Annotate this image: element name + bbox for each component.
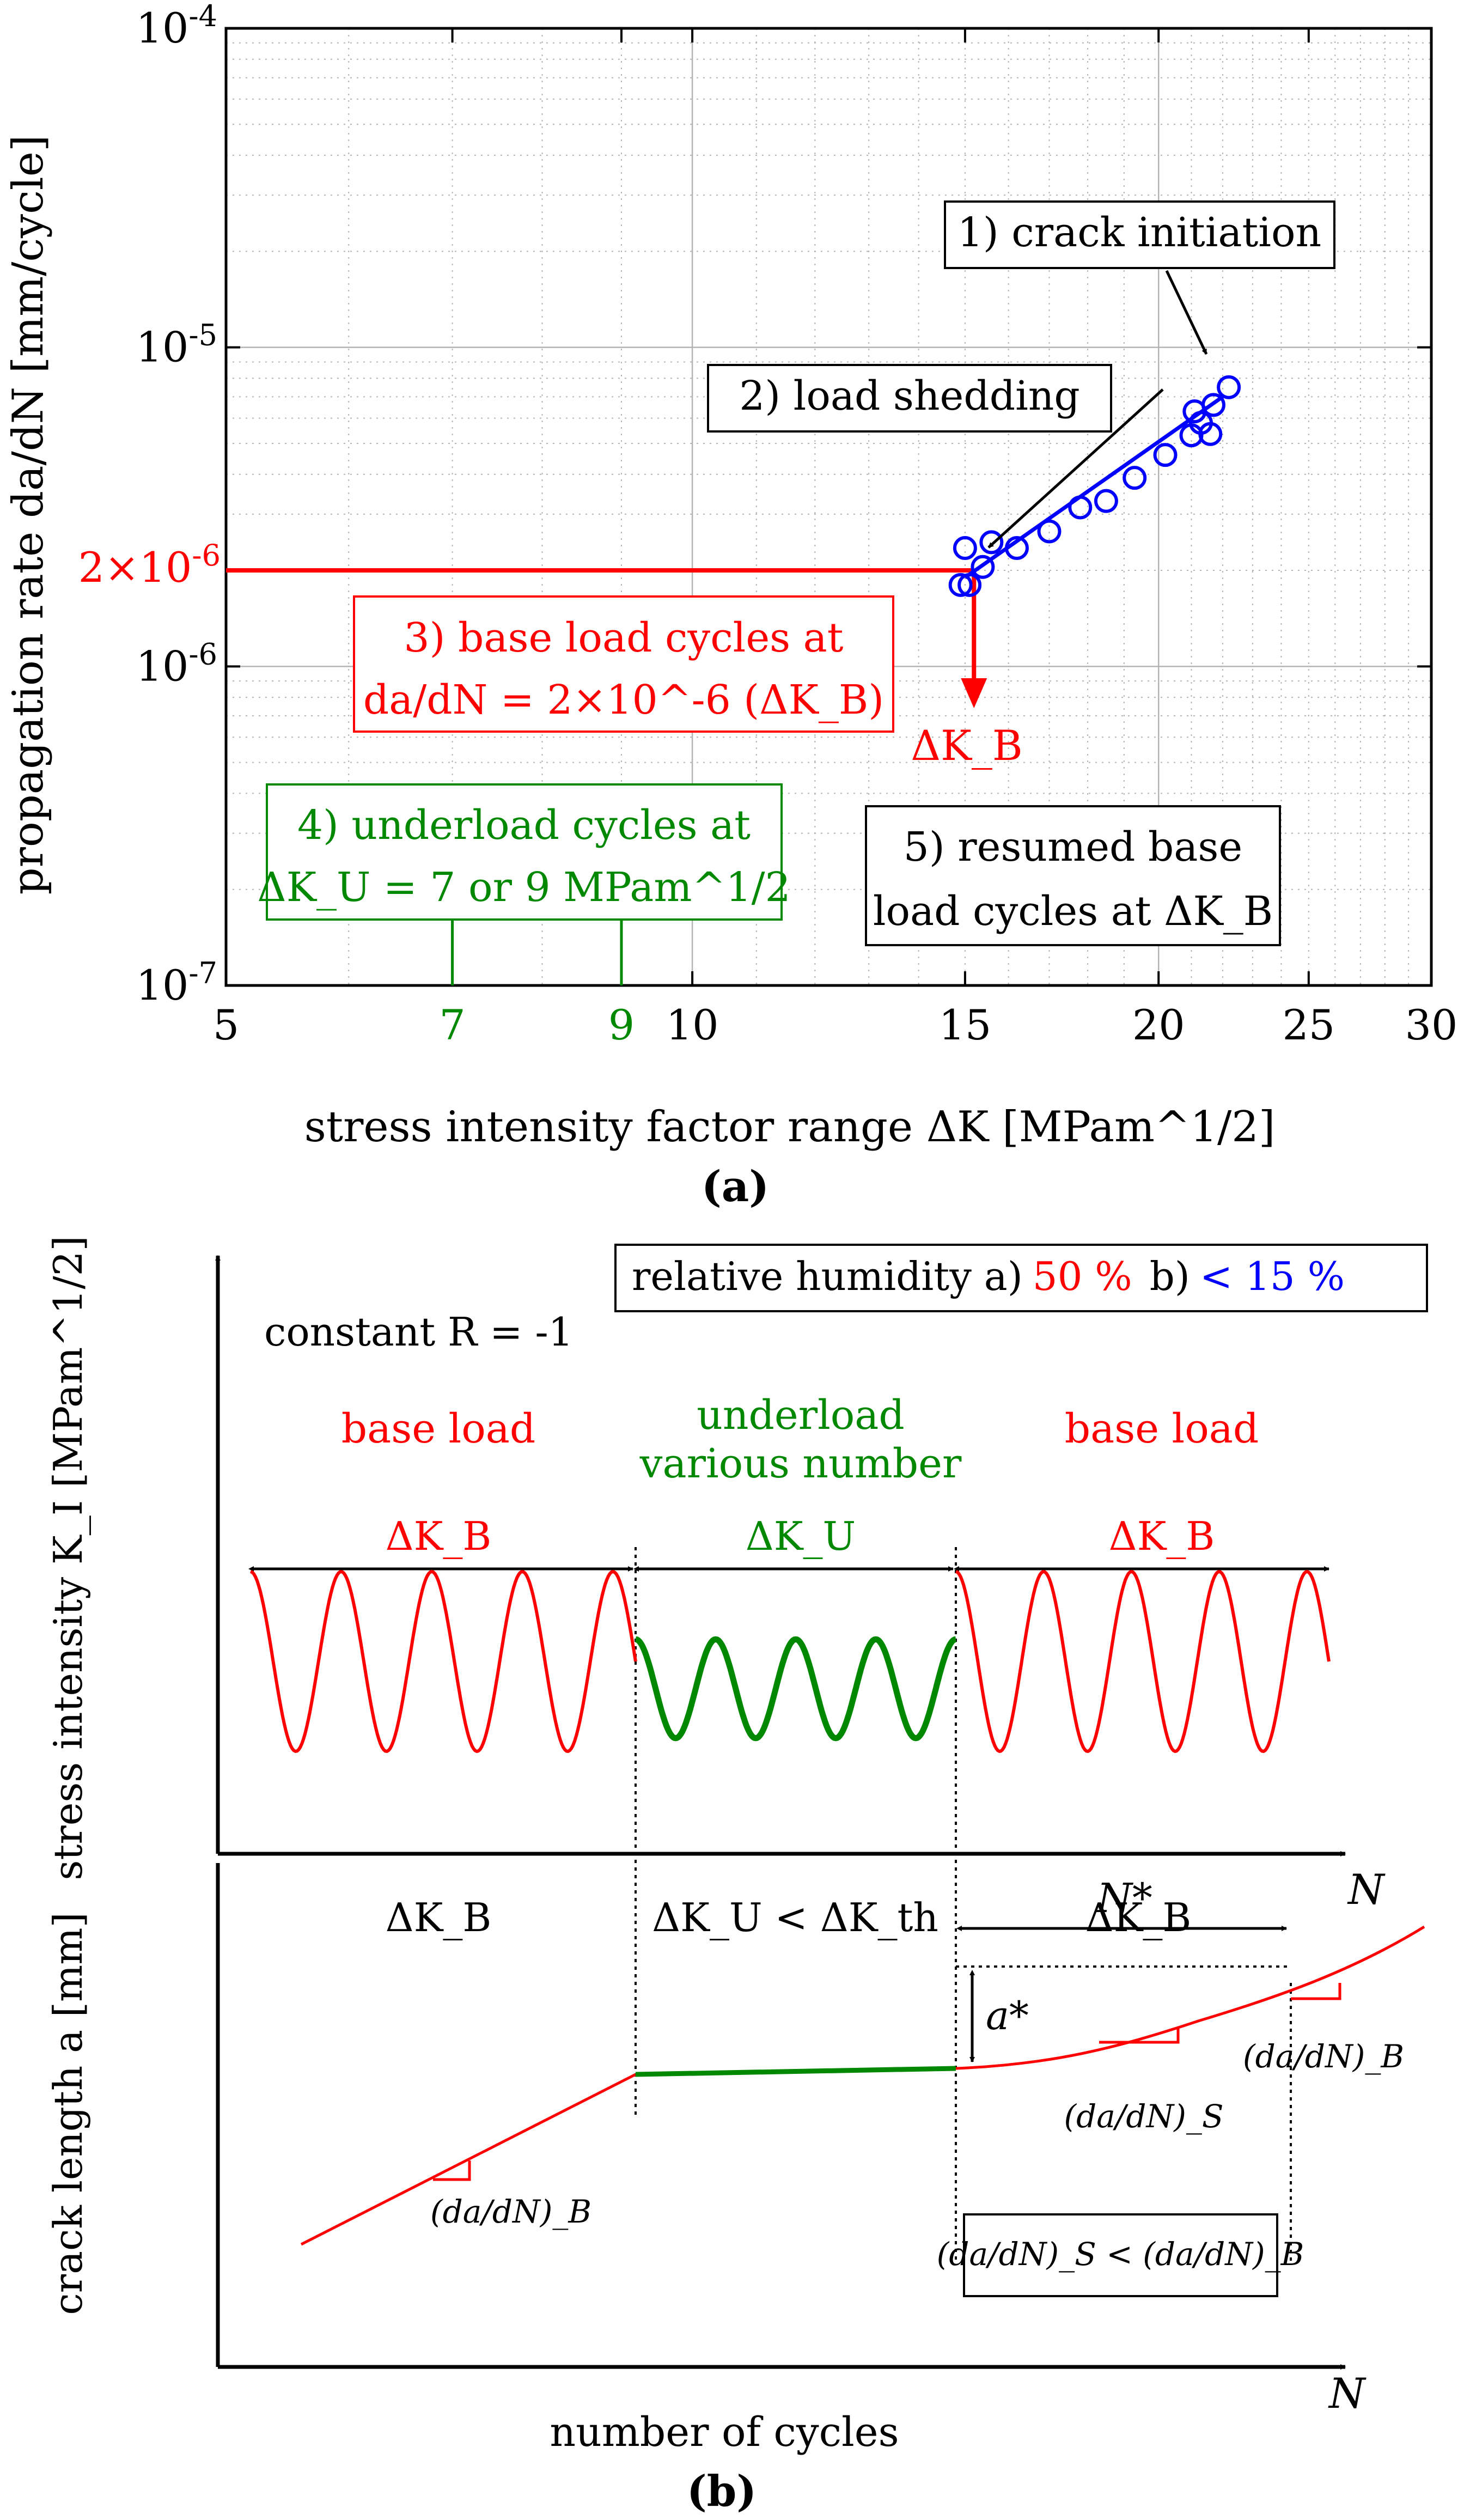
legend-box: [614, 1244, 1428, 1312]
inequality-box: [963, 2213, 1278, 2297]
y-marker-label: 2×10-6: [78, 538, 221, 592]
annotation-2-box: [707, 364, 1112, 433]
data-point: [971, 555, 995, 579]
annotation-3-line2: da/dN = 2×10^-6 (ΔK_B): [363, 677, 884, 723]
slope-label-s-mid: (da/dN)_S: [1064, 2098, 1223, 2135]
y-tick-label: 10-7: [136, 956, 217, 1009]
a-star-label: a*: [986, 1993, 1029, 2038]
annotation-1-box: [944, 200, 1335, 269]
annotation-5-line1: 5) resumed base: [904, 824, 1242, 871]
base-load-title-2: base load: [1065, 1405, 1259, 1452]
annotation-1-text: 1) crack initiation: [957, 209, 1321, 256]
underload-wave: [635, 1636, 956, 1742]
x-tick-label: 30: [1405, 1001, 1458, 1049]
data-point: [1153, 443, 1178, 467]
x-tick-label: 7: [439, 1001, 465, 1049]
legend-b-value: < 15 %: [1200, 1253, 1345, 1299]
x-tick-label: 9: [608, 1001, 635, 1049]
underload-title-1: underload: [697, 1392, 905, 1439]
slope-label-b-right: (da/dN)_B: [1243, 2038, 1404, 2075]
dk-b-section-2: ΔK_B: [1109, 1513, 1215, 1559]
y-tick-labels: 10-7 10-6 10-5 10-4: [136, 0, 217, 1009]
n-axis-label-upper: N: [1347, 1865, 1386, 1914]
data-point: [1037, 519, 1062, 544]
annotation-5-box: [865, 805, 1281, 946]
constant-r-label: constant R = -1: [264, 1309, 574, 1355]
annotation-1-arrow: [1165, 270, 1208, 355]
annotation-3-line1: 3) base load cycles at: [404, 614, 844, 661]
dk-b-section-1: ΔK_B: [386, 1513, 492, 1559]
annotation-3-box: [353, 595, 894, 733]
x-tick-label: 10: [666, 1001, 719, 1049]
dk-b-label: ΔK_B: [911, 721, 1023, 770]
data-point: [957, 573, 982, 597]
annotation-4-line1: 4) underload cycles at: [297, 802, 751, 849]
x-tick-label: 25: [1282, 1001, 1335, 1049]
slope-triangle-left: [433, 2160, 471, 2181]
data-point: [948, 573, 973, 597]
annotation-5-line2: load cycles at ΔK_B: [873, 888, 1273, 935]
base-load-wave-1: [250, 1569, 637, 1754]
dk-b-arrow-head: [961, 678, 987, 708]
legend-a-value: 50 %: [1033, 1253, 1132, 1299]
panel-a-caption: (a): [702, 1162, 769, 1212]
base-load-title-1: base load: [341, 1405, 536, 1452]
data-points: [948, 375, 1241, 597]
x-tick-labels: 5 7 9 10 15 20 25 30: [213, 1001, 1458, 1049]
x-tick-label: 20: [1132, 1001, 1185, 1049]
lower-label-left: ΔK_B: [386, 1895, 492, 1940]
panel-a-chart: 10-7 10-6 10-5 10-4 5 7 9 10 15 20 25 30 1) crack …: [4, 0, 1457, 1212]
legend-prefix: relative humidity a): [632, 1253, 1023, 1299]
underload-markers: [451, 921, 623, 985]
y-tick-label: 10-4: [136, 0, 217, 52]
dk-u-section: ΔK_U: [746, 1513, 856, 1559]
data-point: [1201, 393, 1225, 417]
y-tick-label: 10-5: [136, 318, 217, 372]
data-point: [1217, 375, 1241, 399]
y-tick-label: 10-6: [136, 637, 217, 690]
panel-b-caption: (b): [687, 2467, 757, 2516]
plot-frame: [224, 27, 1433, 987]
inequality-label: (da/dN)_S < (da/dN)_B: [937, 2236, 1304, 2273]
x-tick-label: 15: [939, 1001, 992, 1049]
legend-text: relative humidity a) 50 % b) < 15 %: [632, 1253, 1345, 1299]
x-axis-label: stress intensity factor range ΔK [MPam^1…: [304, 1103, 1276, 1152]
data-point: [1004, 536, 1029, 561]
n-star-label: N*: [1096, 1875, 1152, 1922]
lower-label-middle: ΔK_U < ΔK_th: [652, 1895, 938, 1940]
n-axis-label-lower: N: [1328, 2369, 1367, 2418]
x-tick-label: 5: [213, 1001, 239, 1049]
annotation-4-box: [266, 783, 783, 921]
upper-y-axis-label: stress intensity K_I [MPam^1/2]: [45, 1235, 91, 1880]
annotation-2-text: 2) load shedding: [739, 373, 1080, 419]
annotation-4-line2: ΔK_U = 7 or 9 MPam^1/2: [257, 864, 790, 911]
y-axis-label: propagation rate da/dN [mm/cycle]: [4, 135, 53, 895]
data-point: [1123, 466, 1147, 490]
panel-b-diagram: relative humidity a) 50 % b) < 15 % constan…: [45, 1235, 1428, 2516]
data-point: [953, 536, 977, 561]
data-point: [1094, 489, 1118, 513]
crack-growth-resumed: [955, 1925, 1425, 2070]
legend-b-label: b): [1150, 1253, 1190, 1299]
slope-triangle-right: [1291, 1983, 1341, 2000]
annotation-2-arrow: [987, 388, 1164, 549]
lower-label-right: ΔK_B: [1085, 1895, 1192, 1940]
data-point: [1188, 411, 1213, 435]
slope-triangle-mid: [1099, 2027, 1180, 2044]
crack-growth-base: [300, 2073, 637, 2246]
crack-growth-underload: [635, 2066, 956, 2077]
data-point: [1068, 495, 1093, 520]
underload-title-2: various number: [639, 1440, 962, 1487]
slope-label-b-left: (da/dN)_B: [430, 2193, 591, 2230]
lower-x-axis-label: number of cycles: [550, 2409, 899, 2456]
data-point: [979, 530, 1004, 555]
base-load-wave-2: [955, 1569, 1331, 1754]
lower-y-axis-label: crack length a [mm]: [45, 1912, 91, 2315]
